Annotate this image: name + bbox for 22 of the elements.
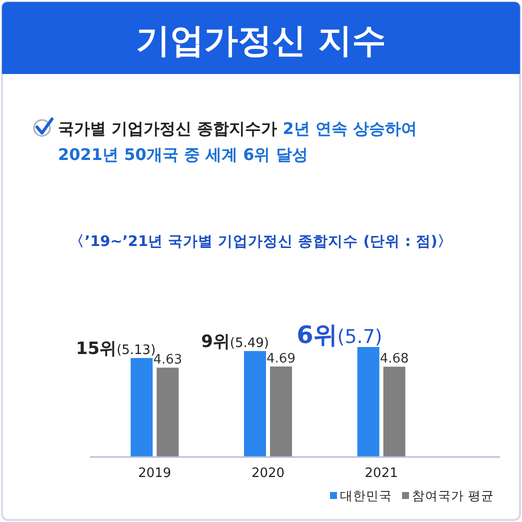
chart-title: 기업가정신 지수 <box>136 21 386 61</box>
legend-label: 대한민국 <box>340 488 392 503</box>
bar <box>383 366 406 457</box>
text: 국가별 기업가정신 종합지수가 <box>58 119 283 138</box>
data-label: 6위(5.7) <box>296 321 382 349</box>
bar <box>244 351 266 457</box>
data-label: 4.63 <box>153 352 182 368</box>
x-tick-label: 2020 <box>251 466 285 481</box>
data-label: 15위(5.13) <box>76 339 156 359</box>
data-label: 4.69 <box>266 351 296 366</box>
text: 2021년 50개국 중 세계 6위 달성 <box>58 145 308 164</box>
bar <box>357 347 380 457</box>
bar <box>270 366 292 457</box>
x-tick-label: 2021 <box>364 466 398 481</box>
x-tick-label: 2019 <box>138 466 172 481</box>
data-label: 4.68 <box>380 352 409 367</box>
chart-subtitle: 〈’19~’21년 국가별 기업가정신 종합지수 (단위 : 점)〉 <box>70 233 452 250</box>
bar <box>130 358 153 457</box>
legend-label: 참여국가 평균 <box>412 488 494 503</box>
text: 2년 연속 상승하여 <box>282 119 417 138</box>
bar <box>156 368 179 457</box>
data-label: 9위(5.49) <box>201 332 269 352</box>
